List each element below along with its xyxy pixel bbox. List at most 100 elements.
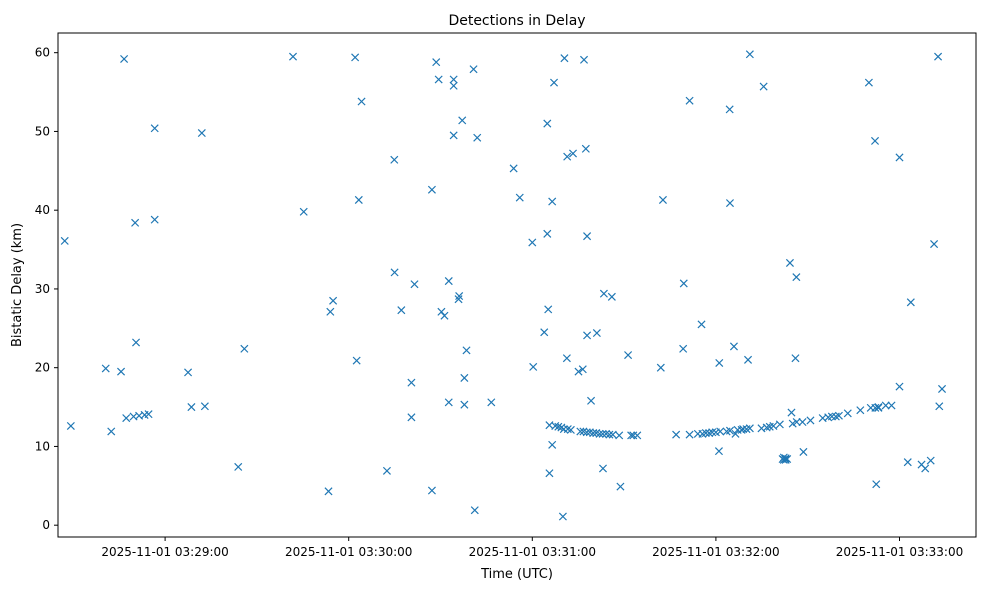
data-point: [390, 268, 399, 277]
data-point: [487, 398, 496, 407]
data-point: [583, 331, 592, 340]
data-point: [460, 400, 469, 409]
data-point: [288, 52, 298, 61]
data-point: [799, 447, 808, 456]
data-point: [624, 351, 633, 360]
data-point: [101, 364, 110, 373]
data-point: [769, 421, 778, 430]
data-point: [548, 197, 557, 206]
data-point: [607, 292, 616, 301]
data-point: [122, 414, 131, 423]
data-point: [299, 207, 308, 216]
x-tick-label: 2025-11-01 03:32:00: [652, 545, 779, 559]
data-point: [432, 58, 441, 67]
data-point: [563, 152, 572, 161]
data-point: [60, 236, 69, 245]
data-point: [560, 54, 569, 63]
y-tick-label: 10: [35, 439, 50, 453]
data-point: [791, 354, 800, 363]
data-points: [60, 50, 947, 521]
y-tick-label: 60: [35, 46, 50, 60]
data-point: [515, 193, 524, 202]
data-point: [131, 218, 140, 227]
data-point: [605, 430, 614, 439]
data-point: [715, 358, 724, 367]
data-point: [787, 408, 796, 417]
data-point: [744, 355, 753, 364]
data-point: [107, 427, 116, 436]
data-point: [543, 229, 552, 238]
data-point: [352, 356, 361, 365]
data-point: [563, 425, 572, 434]
data-point: [906, 298, 915, 307]
data-point: [581, 144, 590, 153]
data-point: [831, 412, 840, 421]
data-point: [705, 429, 714, 438]
data-point: [150, 215, 159, 224]
data-point: [864, 78, 873, 87]
data-point: [550, 78, 559, 87]
data-point: [792, 418, 801, 427]
data-point: [798, 418, 807, 427]
data-point: [895, 153, 904, 162]
data-point: [543, 119, 552, 128]
data-point: [427, 486, 436, 495]
data-point: [574, 367, 583, 376]
data-point: [729, 342, 738, 351]
data-point: [926, 456, 935, 465]
data-point: [545, 469, 554, 478]
data-point: [240, 344, 249, 353]
data-point: [725, 199, 735, 208]
data-point: [843, 409, 852, 418]
data-point: [354, 195, 363, 204]
data-point: [390, 155, 399, 164]
data-point: [449, 81, 458, 90]
y-tick-label: 40: [35, 203, 50, 217]
data-point: [460, 373, 469, 382]
data-point: [66, 421, 75, 430]
y-tick-label: 0: [42, 518, 50, 532]
data-point: [444, 277, 453, 286]
data-point: [551, 421, 560, 430]
data-point: [725, 426, 735, 435]
data-point: [685, 96, 694, 105]
data-point: [592, 329, 601, 338]
data-point: [576, 427, 585, 436]
data-point: [587, 396, 596, 405]
data-point: [554, 422, 563, 431]
data-point: [434, 75, 443, 84]
data-point: [437, 307, 446, 316]
data-point: [407, 413, 416, 422]
plot-area: [57, 32, 977, 538]
data-point: [834, 411, 843, 420]
y-tick-label: 30: [35, 282, 50, 296]
data-point: [540, 328, 549, 337]
data-point: [716, 427, 725, 436]
x-tick-label: 2025-11-01 03:33:00: [836, 545, 963, 559]
data-point: [934, 52, 943, 61]
data-point: [708, 428, 717, 437]
data-point: [633, 431, 642, 440]
data-point: [509, 164, 518, 173]
data-point: [872, 480, 881, 489]
data-point: [589, 429, 598, 438]
data-point: [598, 429, 607, 438]
y-axis-label: Bistatic Delay (km): [10, 223, 25, 347]
data-point: [895, 382, 904, 391]
data-point: [725, 105, 734, 114]
data-point: [745, 50, 754, 59]
data-point: [568, 149, 578, 158]
data-point: [714, 447, 723, 456]
data-point: [856, 406, 865, 415]
data-point: [679, 279, 688, 288]
data-point: [558, 512, 567, 521]
x-axis-label: Time (UTC): [480, 567, 553, 582]
data-point: [449, 75, 458, 84]
data-point: [351, 53, 360, 62]
data-point: [783, 455, 792, 464]
x-axis: 2025-11-01 03:29:00 2025-11-01 03:30:00 20…: [101, 537, 963, 559]
data-point: [938, 384, 947, 393]
data-point: [679, 344, 688, 353]
data-point: [579, 55, 589, 64]
